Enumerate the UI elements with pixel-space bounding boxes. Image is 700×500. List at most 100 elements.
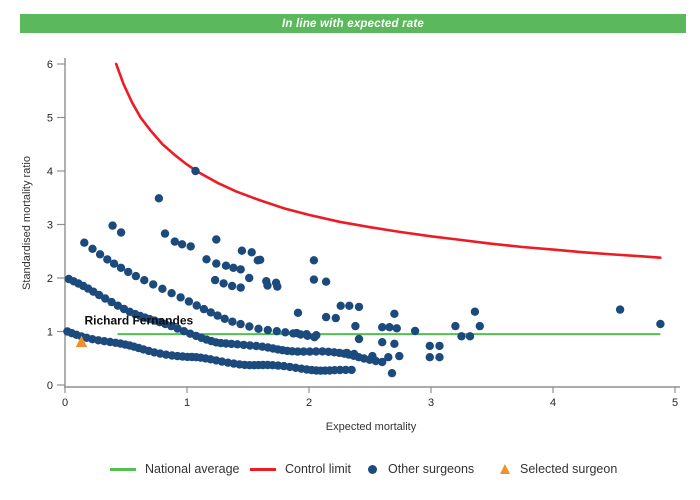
other-surgeon-point (199, 304, 209, 314)
legend-dot-swatch (368, 464, 377, 474)
other-surgeon-point (387, 369, 397, 378)
other-surgeon-point (378, 338, 387, 347)
other-surgeon-point (475, 321, 484, 331)
other-surgeon-point (184, 297, 194, 306)
other-surgeon-point (457, 332, 466, 341)
other-surgeon-point (345, 301, 354, 310)
legend-item-other-surgeons: Other surgeons (368, 458, 474, 480)
other-surgeon-point (233, 340, 242, 349)
other-surgeon-point (236, 283, 245, 292)
other-surgeon-point (191, 166, 200, 176)
other-surgeon-point (336, 301, 345, 310)
other-surgeon-point (302, 330, 311, 339)
other-surgeon-point (263, 325, 272, 335)
other-surgeon-point (395, 351, 404, 361)
other-surgeon-point (354, 302, 364, 312)
legend-label: Selected surgeon (520, 462, 618, 476)
other-surgeon-point (331, 313, 340, 323)
other-surgeon-point (94, 290, 104, 300)
other-surgeon-point (342, 348, 351, 358)
selected-surgeon-marker (75, 335, 88, 348)
other-surgeon-point (311, 347, 321, 356)
other-surgeon-point (149, 280, 158, 289)
y-axis-title: Standardised mortality ratio (21, 156, 33, 290)
y-tick-label: 1 (47, 327, 53, 339)
other-surgeon-point (263, 281, 272, 290)
other-surgeon-point (292, 328, 301, 338)
legend-item-selected-surgeon: Selected surgeon (500, 458, 617, 480)
other-surgeon-point (108, 221, 117, 230)
other-surgeon-point (349, 349, 359, 359)
other-surgeon-point (309, 256, 319, 265)
other-surgeon-point (385, 323, 394, 332)
other-surgeon-point (176, 293, 185, 302)
other-surgeon-point (318, 347, 327, 356)
other-surgeon-point (131, 271, 141, 281)
legend-triangle-swatch (500, 464, 510, 474)
y-tick-label: 4 (47, 166, 53, 178)
other-surgeon-point (245, 322, 254, 331)
other-surgeon-point (212, 235, 221, 244)
other-surgeon-point (103, 255, 112, 264)
other-surgeon-point (95, 250, 105, 259)
legend: National average Control limit Other surge… (0, 458, 700, 480)
other-surgeon-point (425, 353, 434, 362)
other-surgeon-point (109, 259, 119, 268)
x-tick-label: 3 (428, 397, 434, 409)
other-surgeon-point (321, 277, 331, 286)
other-surgeon-point (236, 319, 245, 329)
other-surgeon-point (312, 331, 321, 340)
other-surgeon-point (101, 294, 110, 303)
other-surgeon-point (236, 265, 245, 274)
other-surgeon-point (309, 275, 319, 284)
other-surgeon-point (170, 237, 179, 246)
other-surgeon-point (186, 242, 195, 251)
other-surgeon-point (167, 321, 176, 331)
other-surgeon-point (210, 275, 220, 285)
other-surgeon-point (378, 357, 387, 367)
other-surgeon-point (116, 263, 126, 272)
other-surgeon-point (220, 314, 229, 323)
legend-line-swatch (110, 467, 136, 471)
other-surgeon-point (390, 339, 399, 348)
other-surgeon-point (245, 273, 254, 283)
other-surgeon-point (347, 365, 356, 375)
other-surgeon-point (160, 229, 170, 238)
other-surgeon-point (206, 308, 215, 317)
other-surgeon-point (228, 317, 237, 326)
other-surgeon-point (202, 255, 211, 264)
other-surgeon-point (470, 307, 480, 316)
other-surgeon-point (341, 365, 350, 375)
other-surgeon-point (321, 312, 331, 322)
other-surgeon-point (351, 321, 360, 331)
y-tick-label: 5 (47, 113, 53, 125)
other-surgeon-point (221, 261, 231, 270)
other-surgeon-point (116, 228, 126, 237)
legend-item-control-limit: Control limit (250, 458, 351, 480)
other-surgeon-point (213, 311, 222, 320)
other-surgeon-point (435, 353, 444, 362)
control-limit-line (114, 62, 662, 259)
other-surgeon-point (154, 194, 164, 203)
y-tick-label: 3 (47, 220, 53, 232)
other-surgeon-point (107, 297, 116, 307)
other-surgeon-point (124, 267, 133, 277)
other-surgeon-point (354, 334, 364, 344)
legend-label: National average (145, 462, 240, 476)
other-surgeon-point (293, 308, 303, 317)
other-surgeon-point (212, 259, 221, 268)
other-surgeon-point (237, 246, 247, 255)
other-surgeon-point (177, 240, 187, 249)
x-axis-title: Expected mortality (326, 421, 417, 433)
other-surgeon-point (378, 323, 387, 332)
other-surgeon-point (227, 281, 237, 291)
other-surgeon-point (272, 327, 281, 336)
funnel-plot: 0 1 2 3 4 5 6 0 1 2 3 4 5 Richard Fernandes Expected … (21, 58, 680, 433)
x-tick-label: 2 (306, 397, 312, 409)
other-surgeon-point (299, 347, 308, 356)
other-surgeon-point (305, 347, 314, 356)
other-surgeon-point (451, 321, 460, 331)
surgeon-name-label: Richard Fernandes (84, 314, 193, 328)
other-surgeon-point (465, 332, 475, 341)
